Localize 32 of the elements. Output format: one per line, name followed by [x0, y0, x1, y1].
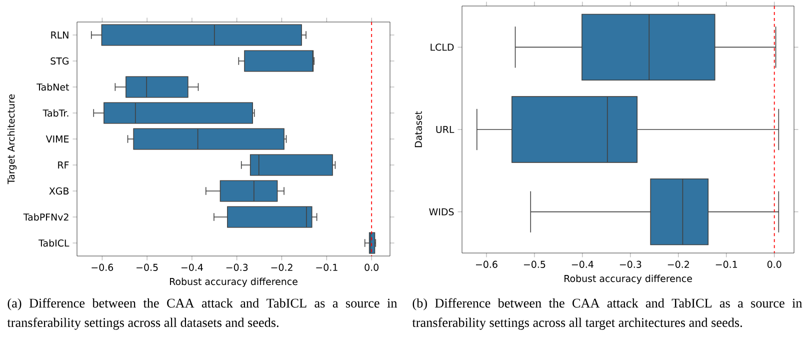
- y-tick-label: TabICL: [38, 239, 70, 247]
- y-tick-label: RF: [58, 162, 69, 168]
- y-tick-label: WIDS: [429, 208, 454, 216]
- x-tick-label: −0.4: [181, 264, 203, 271]
- y-tick-label: TabPFNv2: [23, 213, 68, 221]
- x-tick-label: −0.2: [271, 264, 292, 271]
- y-axis-title: Target Architecture: [7, 94, 17, 184]
- x-tick-label: −0.6: [476, 260, 498, 268]
- y-tick-label: TabTr.: [42, 109, 68, 117]
- x-tick-label: −0.1: [316, 264, 338, 271]
- x-tick-label: −0.5: [524, 260, 546, 268]
- x-tick-label: −0.4: [572, 260, 594, 268]
- x-tick-label: −0.3: [620, 260, 642, 268]
- y-tick-label: URL: [436, 126, 454, 134]
- x-tick-label: −0.5: [136, 264, 158, 271]
- y-tick-label: STG: [50, 57, 68, 65]
- x-tick-label: −0.6: [92, 264, 114, 271]
- x-tick-label: 0.0: [767, 260, 782, 268]
- y-tick-label: LCLD: [430, 44, 454, 51]
- x-tick-label: 0.0: [364, 264, 378, 271]
- x-tick-label: −0.3: [226, 264, 248, 271]
- x-axis-title: Robust accuracy difference: [170, 278, 298, 287]
- x-tick-label: −0.1: [716, 260, 737, 268]
- x-tick-label: −0.2: [668, 260, 689, 268]
- y-tick-label: VIME: [46, 136, 69, 142]
- text: (b) Difference between the CAA attack and TabICL as a source in transferability settings across all target architectures and seeds.: [412, 298, 802, 330]
- text: (a) Difference between the CAA attack and TabICL as a source in transferability settings across all datasets and seeds.: [7, 298, 398, 330]
- y-tick-label: TabNet: [36, 83, 70, 91]
- x-axis-title: Robust accuracy difference: [564, 274, 692, 284]
- y-tick-label: XGB: [49, 187, 69, 195]
- y-tick-label: RLN: [51, 32, 68, 38]
- y-axis-title: Dataset: [414, 111, 422, 148]
